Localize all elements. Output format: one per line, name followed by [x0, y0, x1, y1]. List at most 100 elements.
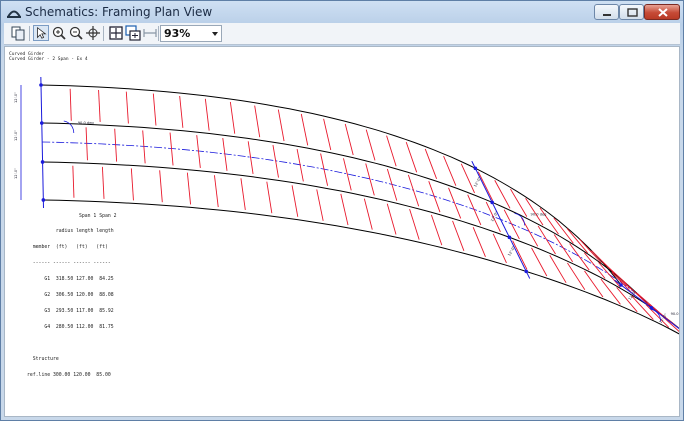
- support-line-1: [40, 76, 45, 208]
- bearing-point: [490, 200, 494, 205]
- cross-frame: [204, 98, 210, 131]
- toolbar: 93%: [4, 23, 680, 45]
- framing-plan-canvas[interactable]: Curved Girder Curved Girder - 2 Span - E…: [4, 46, 680, 417]
- cross-frame: [537, 225, 556, 255]
- cross-frame: [553, 217, 574, 244]
- girder-line-2: [41, 122, 652, 309]
- table-header: member (ft) (ft) (ft): [27, 245, 108, 251]
- cross-frame: [254, 105, 261, 138]
- cross-frame: [539, 207, 559, 235]
- cross-frame: [386, 203, 397, 235]
- bearing-point: [40, 160, 45, 164]
- cross-frame: [142, 130, 146, 164]
- title-bar[interactable]: Schematics: Framing Plan View: [1, 1, 683, 23]
- cross-frame: [240, 178, 246, 211]
- maximize-button[interactable]: [619, 4, 644, 20]
- cross-frame: [363, 198, 373, 230]
- cross-frame: [472, 227, 486, 257]
- table-row: G1 318.50 127.00 84.25: [27, 277, 114, 283]
- bearing-point: [39, 83, 43, 87]
- cross-frame: [98, 89, 101, 122]
- support-line-3: [614, 279, 679, 330]
- cross-frame: [291, 185, 299, 217]
- table-row: G2 306.50 120.00 88.08: [27, 293, 114, 299]
- spacing-label-end: 12'-0": [628, 290, 638, 301]
- cross-frame: [114, 128, 118, 162]
- spacing-label-start: 12'-0": [14, 130, 18, 141]
- cross-frame: [130, 168, 134, 201]
- cross-frame: [407, 174, 420, 207]
- zoom-out-icon[interactable]: [68, 25, 84, 41]
- table-header: radius length length: [27, 229, 114, 235]
- cross-frame: [443, 155, 457, 186]
- bearing-point: [39, 121, 44, 125]
- spacing-label-start: 12'-0": [14, 92, 18, 103]
- cross-frame: [448, 187, 462, 219]
- spacing-label-start: 12'-0": [14, 168, 18, 179]
- cross-frame: [300, 113, 309, 146]
- cross-frame: [386, 168, 398, 201]
- zoom-extents-icon[interactable]: [108, 25, 124, 41]
- cross-frame: [624, 282, 650, 306]
- table-spacer: [27, 341, 117, 346]
- cross-frame: [567, 262, 586, 291]
- cross-frame: [247, 141, 254, 175]
- cross-frame: [101, 166, 105, 199]
- zoom-select[interactable]: 93%: [160, 25, 222, 42]
- drawing-header-subtitle: Curved Girder - 2 Span - Ex 4: [9, 57, 88, 62]
- table-row: G4 280.50 112.00 81.75: [27, 324, 114, 330]
- cross-frame: [386, 135, 397, 167]
- minimize-button[interactable]: [594, 4, 619, 20]
- spacing-label-pier: 12'-0": [507, 245, 516, 257]
- cross-frame: [598, 262, 621, 288]
- bearing-point: [473, 166, 478, 171]
- girder-line-1: [40, 84, 622, 286]
- cross-frame: [179, 95, 184, 128]
- cross-frame: [531, 247, 548, 277]
- cross-frame: [365, 129, 376, 161]
- cross-frame: [584, 270, 604, 298]
- cross-frame: [430, 214, 443, 246]
- toolbar-separator: [158, 26, 159, 41]
- cross-frame: [477, 171, 493, 201]
- cross-frame: [196, 135, 201, 168]
- zoom-window-icon[interactable]: [125, 25, 141, 41]
- angle-arc-end: [650, 308, 662, 322]
- cross-frame: [631, 295, 654, 320]
- cross-frame: [584, 252, 606, 279]
- pan-icon[interactable]: [85, 25, 101, 41]
- spacing-label-pier: 12'-0": [473, 176, 482, 188]
- zoom-value: 93%: [164, 27, 191, 40]
- cross-frame: [186, 172, 192, 205]
- pointer-icon[interactable]: [33, 25, 49, 41]
- drawing-header-title: Curved Girder: [9, 52, 45, 57]
- cross-frame: [485, 201, 501, 233]
- cross-frame: [424, 148, 438, 179]
- cross-frame: [428, 181, 441, 213]
- close-button[interactable]: [644, 4, 680, 20]
- angle-label-pier: 90.0 deg: [531, 212, 547, 216]
- bearing-point: [619, 283, 623, 287]
- maximize-icon: [627, 8, 638, 17]
- zoom-in-icon[interactable]: [51, 25, 67, 41]
- cross-frame: [344, 123, 354, 156]
- cross-frame: [549, 255, 567, 284]
- bearing-point: [649, 306, 654, 310]
- copy-icon[interactable]: [10, 25, 26, 41]
- cross-frame: [409, 209, 420, 240]
- cross-frame: [266, 181, 273, 214]
- cross-frame: [320, 153, 329, 186]
- girder-line-3: [42, 161, 679, 329]
- toolbar-separator: [29, 26, 30, 41]
- close-icon: [658, 8, 668, 17]
- measure-icon[interactable]: [142, 25, 158, 41]
- cross-frame: [316, 189, 324, 221]
- cross-frame: [365, 163, 375, 196]
- girder-line-4: [43, 199, 679, 335]
- angle-label-start: 90.0 deg: [78, 121, 94, 125]
- cross-frame: [512, 240, 528, 270]
- cross-frame: [272, 144, 279, 178]
- cross-frame: [510, 188, 528, 217]
- bearing-point: [507, 235, 512, 240]
- cross-frame: [579, 239, 602, 264]
